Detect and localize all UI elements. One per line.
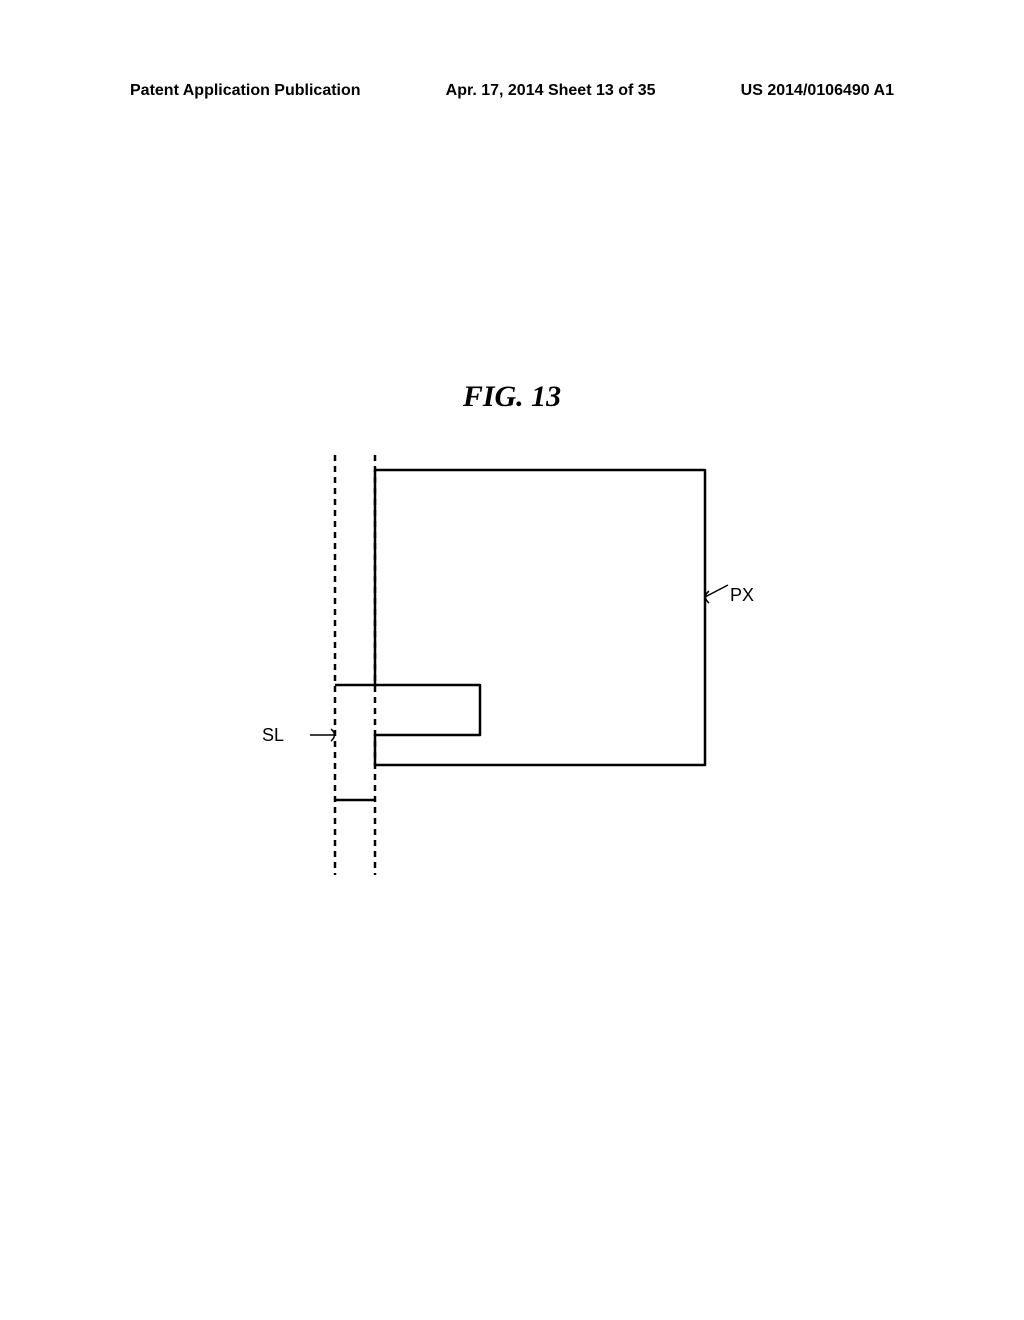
header-date-sheet: Apr. 17, 2014 Sheet 13 of 35 <box>446 82 656 100</box>
figure-title: FIG. 13 <box>463 380 561 414</box>
page-header: Patent Application Publication Apr. 17, … <box>0 82 1024 100</box>
label-sl: SL <box>262 725 284 746</box>
diagram-svg <box>310 455 750 895</box>
diagram <box>310 455 750 895</box>
header-patent-number: US 2014/0106490 A1 <box>741 82 894 100</box>
label-px: PX <box>730 585 754 606</box>
header-publication: Patent Application Publication <box>130 82 361 100</box>
